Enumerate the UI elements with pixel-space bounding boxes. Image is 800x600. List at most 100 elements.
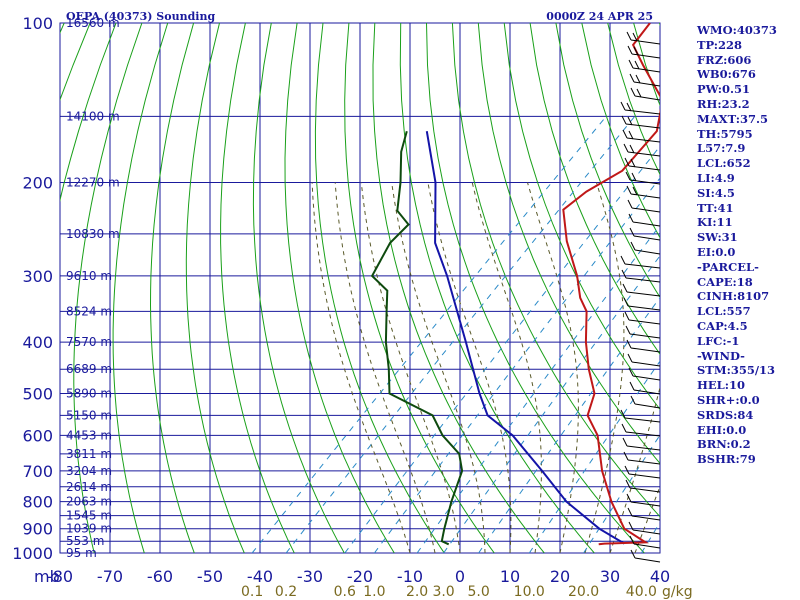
wind-barb-shaft — [631, 515, 661, 521]
wind-barb-flag — [630, 241, 636, 251]
moist-adiabat — [634, 484, 660, 553]
wind-barb-shaft — [626, 445, 661, 451]
wind-barb-flag — [629, 73, 635, 83]
height-label: 3811 m — [66, 447, 112, 461]
wind-barb-flag — [625, 171, 631, 181]
wind-barb-flag — [634, 60, 640, 70]
dry-adiabat — [220, 23, 295, 553]
dry-adiabat — [529, 23, 660, 356]
wind-barb-flag — [620, 255, 626, 265]
mixing-ratio-line — [285, 115, 636, 553]
index-item: WB0:676 — [697, 67, 756, 82]
dry-adiabat — [581, 23, 660, 239]
sounding-profiles — [370, 23, 660, 546]
wind-barb-flag — [628, 213, 634, 223]
index-item: CAPE:18 — [697, 274, 753, 289]
index-item: SRDS:84 — [697, 407, 754, 422]
wind-barb-flag — [628, 130, 634, 140]
height-label: 5890 m — [66, 386, 112, 400]
dry-adiabats — [60, 23, 660, 553]
dry-adiabat — [112, 23, 169, 553]
wind-barb-shaft — [630, 347, 661, 353]
temperature-trace — [562, 23, 660, 546]
chart-title: OEPA (40373) Sounding — [66, 10, 215, 23]
wind-barb-shaft — [633, 543, 661, 549]
chart-time: 0000Z 24 APR 25 — [546, 10, 653, 23]
wind-barb-flag — [627, 45, 633, 55]
pressure-tick-label: 200 — [22, 174, 53, 193]
wind-barb-shaft — [628, 165, 661, 171]
index-item: BSHR:79 — [697, 452, 756, 467]
wind-barb-flag — [622, 283, 628, 293]
wind-barb-flag — [628, 59, 634, 69]
mixing-ratio-tick-label: 0.2 — [275, 584, 297, 600]
dry-adiabat — [185, 23, 245, 553]
moist-adiabat — [584, 182, 625, 553]
wind-barb-flag — [629, 535, 635, 545]
index-item: LCL:557 — [697, 304, 751, 319]
height-label: 553 m — [66, 534, 104, 548]
wind-barb-shaft — [629, 333, 661, 339]
mixing-ratio-tick-label: 1.0 — [363, 584, 385, 600]
index-item: LFC:-1 — [697, 333, 740, 348]
height-label: 2063 m — [66, 495, 112, 509]
mixing-ratio-tick-label: 0.6 — [334, 584, 356, 600]
height-label: 2614 m — [66, 480, 112, 494]
index-item: TP:228 — [697, 37, 743, 52]
mixing-ratio-tick-label: 10.0 — [514, 584, 545, 600]
temperature-tick-label: -40 — [247, 567, 273, 586]
mixing-ratio-line — [344, 145, 660, 553]
wind-barb-shaft — [630, 501, 661, 507]
plot-frame — [59, 22, 661, 554]
wind-barb-flag — [636, 88, 642, 98]
wind-barb-shaft — [632, 67, 661, 73]
wind-barb-flag — [632, 32, 638, 42]
wind-barb-shaft — [631, 53, 661, 59]
height-label: 14100 m — [66, 109, 120, 123]
wind-barb-flag — [628, 521, 634, 531]
dry-adiabat — [314, 23, 445, 553]
mixing-ratio-tick-label: 0.1 — [241, 584, 263, 600]
temperature-tick-label: -50 — [197, 567, 223, 586]
wind-barb-shaft — [629, 487, 661, 493]
index-item: TT:41 — [697, 200, 734, 215]
dry-adiabat — [372, 23, 545, 553]
dry-adiabat — [344, 23, 495, 553]
temperature-tick-label: 0 — [455, 567, 465, 586]
wind-barb-flag — [629, 144, 635, 154]
wind-barb-flag — [626, 102, 632, 112]
moist-adiabat — [427, 182, 512, 553]
wind-barb-shaft — [624, 417, 661, 423]
dry-adiabat — [399, 23, 595, 553]
index-item: LCL:652 — [697, 156, 751, 171]
wind-barb-flag — [626, 185, 632, 195]
wind-barb-flag — [633, 46, 639, 56]
wind-barb-flag — [626, 31, 632, 41]
wind-barb-flag — [628, 367, 634, 377]
wind-barb-shaft — [630, 193, 661, 199]
wind-barb-shaft — [632, 221, 661, 227]
wind-barb-flag — [625, 479, 631, 489]
wind-barb-shaft — [633, 235, 661, 241]
mixing-ratio-tick-label: 2.0 — [406, 584, 428, 600]
index-item: WMO:40373 — [697, 23, 777, 37]
index-item: CAP:4.5 — [697, 318, 748, 333]
wind-barb-flag — [626, 339, 632, 349]
height-label: 1039 m — [66, 522, 112, 536]
wind-barbs — [620, 31, 661, 563]
wind-barb-flag — [627, 353, 633, 363]
pressure-tick-label: 600 — [22, 426, 53, 445]
index-item: L57:7.9 — [697, 141, 746, 156]
height-label: 8524 m — [66, 304, 112, 318]
wind-barb-shaft — [627, 459, 661, 465]
wind-barb-shaft — [631, 207, 661, 213]
temperature-tick-label: -80 — [47, 567, 73, 586]
wind-barb-flag — [627, 116, 633, 126]
index-item: KI:11 — [697, 215, 733, 230]
pressure-tick-label: 1000 — [12, 544, 53, 563]
temperature-tick-label: 20 — [550, 567, 570, 586]
wind-barb-shaft — [632, 375, 661, 381]
height-label: 7570 m — [66, 335, 112, 349]
wind-barb-shaft — [629, 179, 661, 185]
